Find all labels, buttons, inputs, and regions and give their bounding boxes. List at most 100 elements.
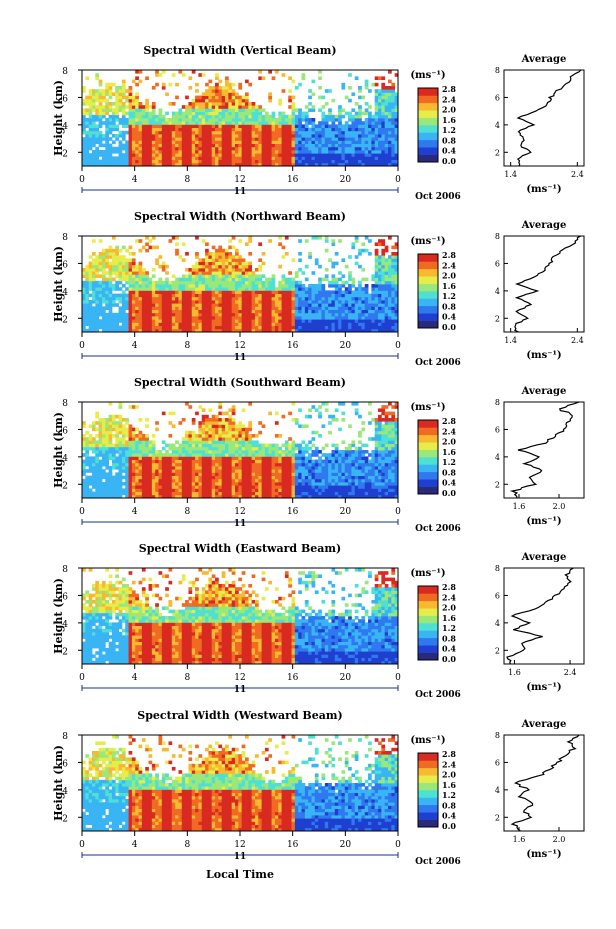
heatmap-cells [82, 70, 399, 167]
colorbar-tick-label: 2.0 [442, 271, 456, 281]
colorbar-tick-label: 1.2 [442, 291, 456, 301]
average-profile: Average 2 4 6 8 1.6 2.4(ms⁻¹) [495, 552, 585, 693]
colorbar: 0.00.40.81.21.62.02.42.8 [417, 582, 456, 664]
average-y-tick-label: 6 [495, 93, 500, 102]
average-profile: Average 2 4 6 8 1.6 2.0 (ms⁻¹) [495, 386, 585, 527]
colorbar-swatch [418, 434, 438, 443]
x-tick-label: 8 [184, 673, 190, 683]
colorbar-swatch [418, 464, 438, 473]
y-axis-label: Height (km) [52, 80, 65, 156]
average-x-tick-label: 2.4 [571, 336, 584, 345]
y-axis-label: Height (km) [52, 578, 65, 654]
colorbar-tick-label: 0.0 [442, 488, 456, 498]
x-tick-label: 0 [79, 341, 85, 351]
y-tick-label: 4 [62, 288, 68, 298]
colorbar-tick-label: 2.0 [442, 603, 456, 613]
colorbar-swatch [418, 132, 438, 141]
average-profile-line [516, 69, 582, 167]
x-tick-label: 12 [234, 507, 245, 517]
colorbar-swatch [418, 637, 438, 646]
y-tick-label: 4 [62, 787, 68, 797]
colorbar-frame [417, 585, 439, 661]
colorbar-tick-label: 2.4 [442, 759, 456, 769]
colorbar-swatch [418, 291, 438, 299]
colorbar-swatch [418, 615, 438, 624]
colorbar-swatch [418, 630, 438, 639]
average-y-tick-label: 6 [495, 591, 500, 600]
colorbar-tick-label: 2.4 [442, 260, 456, 270]
colorbar-swatch [418, 139, 438, 148]
colorbar-unit-label: (ms⁻¹) [410, 568, 445, 579]
average-y-tick-label: 8 [495, 564, 500, 573]
colorbar-swatch [418, 154, 438, 163]
colorbar: 0.00.40.81.21.62.02.42.8 [417, 416, 456, 498]
average-x-tick-label: 1.4 [504, 336, 517, 345]
x-tick-label: 4 [132, 507, 138, 517]
day-label: 11 [234, 685, 247, 695]
colorbar-tick-label: 0.8 [442, 800, 456, 810]
colorbar-tick-label: 2.8 [442, 250, 456, 260]
colorbar: 0.00.40.81.21.62.02.42.8 [417, 749, 456, 831]
colorbar-swatch [418, 298, 438, 307]
colorbar-tick-label: 2.4 [442, 426, 456, 436]
average-y-tick-label: 2 [495, 314, 500, 323]
x-tick-label: 0 [79, 840, 85, 850]
colorbar-swatch [418, 586, 438, 594]
average-y-tick-label: 2 [495, 148, 500, 157]
panel-5: Spectral Width (Westward Beam) 2 4 6 8 Height… [52, 709, 585, 867]
average-profile-line [514, 235, 581, 333]
colorbar-swatch [418, 652, 438, 661]
y-tick-label: 8 [62, 67, 68, 77]
x-tick-label: 12 [234, 341, 245, 351]
average-x-tick-label: 2.0 [553, 835, 566, 844]
x-tick-label: 8 [184, 175, 190, 185]
x-tick-label: 0 [79, 507, 85, 517]
colorbar-swatch [418, 110, 438, 118]
average-x-tick-label: 2.4 [564, 668, 577, 677]
y-axis-label: Height (km) [52, 745, 65, 821]
colorbar-swatch [418, 283, 438, 292]
y-tick-label: 6 [62, 426, 68, 436]
colorbar-tick-label: 1.6 [442, 447, 456, 457]
panel-title: Spectral Width (Northward Beam) [134, 210, 346, 223]
date-label: Oct 2006 [415, 857, 461, 867]
x-tick-label: 16 [287, 175, 299, 185]
colorbar-tick-label: 1.2 [442, 457, 456, 467]
colorbar-frame [417, 87, 439, 163]
colorbar-swatch [418, 760, 438, 769]
colorbar-tick-label: 0.4 [442, 811, 456, 821]
panel-title: Spectral Width (Eastward Beam) [139, 542, 341, 555]
colorbar-tick-label: 2.4 [442, 94, 456, 104]
x-tick-label: 20 [340, 507, 352, 517]
colorbar-swatch [418, 268, 438, 277]
x-tick-label: 12 [234, 673, 245, 683]
colorbar-swatch [418, 442, 438, 450]
average-profile-line [510, 734, 580, 832]
colorbar-swatch [418, 623, 438, 631]
x-tick-label: 20 [340, 175, 352, 185]
colorbar-swatch [418, 125, 438, 133]
colorbar-swatch [418, 608, 438, 616]
colorbar-swatch [418, 471, 438, 480]
x-tick-label: 8 [184, 341, 190, 351]
average-profile-line [506, 567, 574, 665]
colorbar: 0.00.40.81.21.62.02.42.8 [417, 84, 456, 166]
colorbar-tick-label: 2.4 [442, 592, 456, 602]
x-tick-label: 20 [340, 341, 352, 351]
panel-title: Spectral Width (Vertical Beam) [143, 44, 336, 57]
colorbar-swatch [418, 804, 438, 813]
y-tick-label: 8 [62, 732, 68, 742]
y-axis-label: Height (km) [52, 412, 65, 488]
panel-4: Spectral Width (Eastward Beam) 2 4 6 8 Height… [52, 542, 585, 700]
colorbar-tick-label: 0.8 [442, 135, 456, 145]
colorbar-tick-label: 0.0 [442, 156, 456, 166]
y-tick-label: 2 [62, 814, 68, 824]
colorbar-swatch [418, 427, 438, 436]
x-tick-label: 16 [287, 341, 299, 351]
heatmap-cells [82, 402, 399, 499]
colorbar-unit-label: (ms⁻¹) [410, 236, 445, 247]
average-profile: Average 2 4 6 8 1.6 2.0 (ms⁻¹) [495, 719, 585, 860]
average-unit-label: (ms⁻¹) [526, 350, 561, 361]
colorbar-swatch [418, 313, 438, 321]
